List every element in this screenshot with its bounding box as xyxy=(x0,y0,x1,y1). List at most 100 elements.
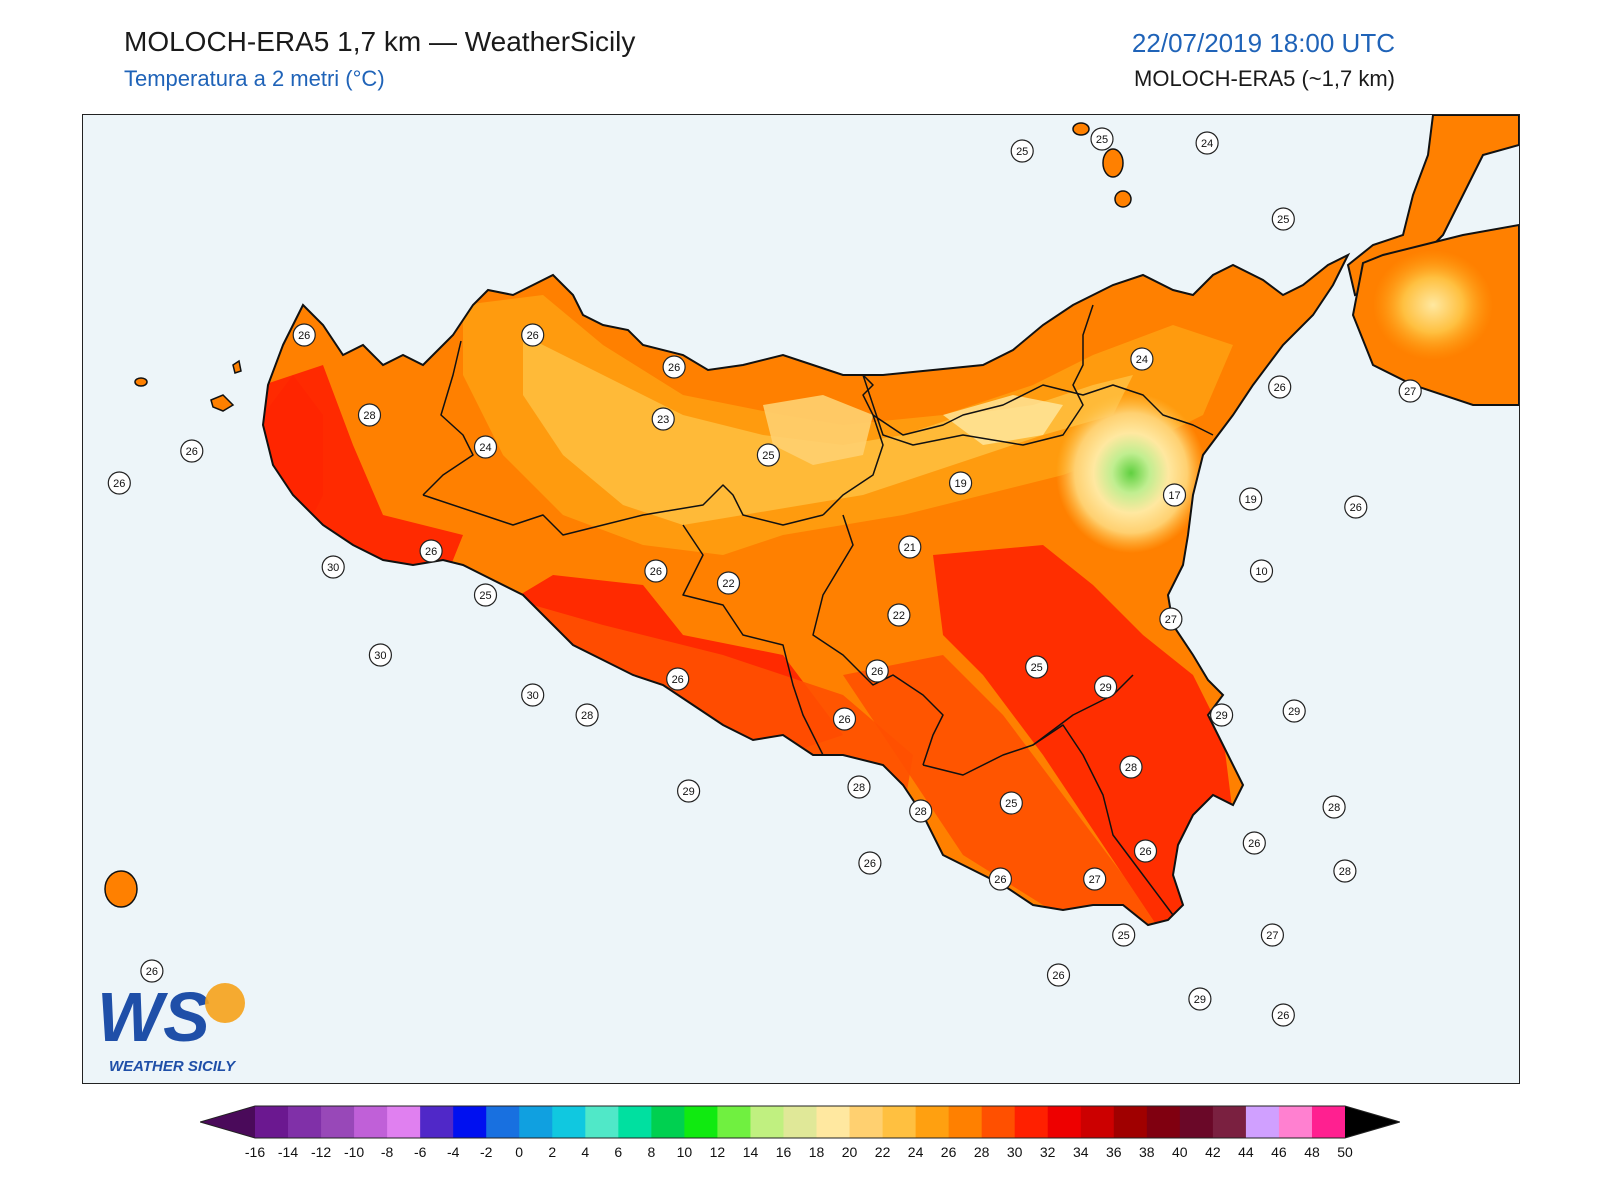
temperature-map[interactable]: 25 25 24 25 26 26 26 26 28 24 26 23 25 19 24 26 27 17 19 26… xyxy=(82,114,1520,1084)
station-marker: 28 xyxy=(847,775,871,799)
colorbar-tick-label: 8 xyxy=(647,1144,656,1160)
station-temperature: 17 xyxy=(1168,490,1180,502)
colorbar-bin xyxy=(816,1106,851,1138)
station-temperature: 26 xyxy=(113,478,125,490)
valid-datetime: 22/07/2019 18:00 UTC xyxy=(1131,28,1395,58)
station-circle xyxy=(1209,703,1234,727)
station-circle xyxy=(473,435,498,459)
calabria xyxy=(1346,115,1519,406)
province-borders xyxy=(422,304,1214,916)
colorbar-tick-label: 36 xyxy=(1106,1144,1122,1160)
station-circle xyxy=(419,539,443,563)
station-temperature: 25 xyxy=(1016,146,1028,158)
station-temperature: 29 xyxy=(1099,682,1111,694)
station-temperature: 24 xyxy=(1136,354,1148,366)
model-name: MOLOCH-ERA5 (~1,7 km) xyxy=(1134,66,1395,91)
colorbar-bin xyxy=(684,1106,718,1138)
colorbar-tick-label: 18 xyxy=(808,1144,825,1160)
station-temperature: 26 xyxy=(527,330,539,342)
colorbar-bin xyxy=(1014,1106,1049,1138)
station-marker: 25 xyxy=(473,583,498,607)
station-circle xyxy=(1130,347,1154,371)
station-circle xyxy=(357,403,382,427)
colorbar-tick-label: 40 xyxy=(1172,1144,1188,1160)
map-title: MOLOCH-ERA5 1,7 km — WeatherSicily xyxy=(124,26,636,57)
station-temperature: 26 xyxy=(425,546,437,558)
mild-zone-madonie xyxy=(763,395,873,465)
etna-cold-spot xyxy=(1056,393,1206,553)
station-marker: 25 xyxy=(999,791,1023,815)
station-temperature: 26 xyxy=(1052,970,1064,982)
map-subtitle: Temperatura a 2 metri (°C) xyxy=(124,66,385,91)
station-circle xyxy=(1133,839,1158,863)
station-temperature: 26 xyxy=(668,362,680,374)
station-circle xyxy=(832,707,857,731)
station-marker: 22 xyxy=(716,571,741,595)
station-circle xyxy=(1195,131,1219,155)
station-marker: 30 xyxy=(521,683,545,707)
station-marker: 28 xyxy=(357,403,382,427)
station-temperature: 28 xyxy=(853,782,865,794)
station-marker: 26 xyxy=(292,323,316,347)
colorbar-bin xyxy=(288,1106,322,1138)
station-temperature: 29 xyxy=(1194,994,1206,1006)
colorbar-tick-label: -4 xyxy=(446,1144,460,1160)
station-marker: 26 xyxy=(644,559,668,583)
station-temperature: 29 xyxy=(1215,710,1227,722)
colorbar-bin xyxy=(849,1106,884,1138)
colorbar-bin xyxy=(486,1106,520,1138)
mild-zone-nebrodi xyxy=(943,395,1063,445)
station-circle xyxy=(887,603,911,627)
station-marker: 25 xyxy=(1271,207,1295,231)
station-markers: 25 25 24 25 26 26 26 26 28 24 26 23 25 19 24 26 27 17 19 26… xyxy=(107,127,1422,1027)
colorbar-tick-label: 46 xyxy=(1271,1144,1287,1160)
station-marker: 24 xyxy=(1195,131,1219,155)
station-circle xyxy=(521,323,545,347)
station-circle xyxy=(1271,207,1295,231)
station-circle xyxy=(756,443,781,467)
colorbar-bin xyxy=(882,1106,917,1138)
station-temperature: 21 xyxy=(904,542,916,554)
station-marker: 26 xyxy=(1268,375,1292,399)
station-temperature: 27 xyxy=(1266,930,1278,942)
station-circle xyxy=(1260,923,1285,947)
station-marker: 26 xyxy=(988,867,1013,891)
station-temperature: 26 xyxy=(1350,502,1362,514)
station-marker: 22 xyxy=(887,603,911,627)
colorbar-tick-label: 38 xyxy=(1139,1144,1155,1160)
station-circle xyxy=(909,799,933,823)
station-temperature: 27 xyxy=(1089,874,1101,886)
station-temperature: 26 xyxy=(838,714,850,726)
station-marker: 25 xyxy=(1010,139,1034,163)
border-agrigento-caltanissetta xyxy=(682,524,824,756)
station-temperature: 24 xyxy=(479,442,491,454)
vulcano-island xyxy=(1114,190,1132,208)
station-marker: 24 xyxy=(473,435,498,459)
colorbar-bin xyxy=(1179,1106,1214,1138)
station-temperature: 25 xyxy=(762,450,774,462)
station-temperature: 22 xyxy=(722,578,734,590)
station-circle xyxy=(1046,963,1071,987)
station-temperature: 23 xyxy=(657,414,669,426)
colorbar-tick-label: 4 xyxy=(581,1144,590,1160)
station-circle xyxy=(999,791,1023,815)
station-marker: 26 xyxy=(666,667,690,691)
station-circle xyxy=(521,683,545,707)
station-circle xyxy=(1010,139,1034,163)
station-temperature: 10 xyxy=(1255,566,1267,578)
station-circle xyxy=(1398,379,1422,403)
colorbar-bin xyxy=(1311,1106,1346,1138)
colorbar-tick-label: 12 xyxy=(709,1144,726,1160)
station-temperature: 26 xyxy=(871,666,883,678)
station-marker: 25 xyxy=(1112,923,1136,947)
colorbar-bin xyxy=(1278,1106,1313,1138)
ustica-island xyxy=(134,377,148,387)
station-circle xyxy=(321,555,345,579)
colorbar-tick-label: 20 xyxy=(841,1144,858,1160)
station-marker: 26 xyxy=(662,355,686,379)
colorbar-tick-label: 44 xyxy=(1238,1144,1254,1160)
station-marker: 26 xyxy=(865,659,889,683)
colorbar-tick-label: 28 xyxy=(973,1144,990,1160)
station-temperature: 26 xyxy=(146,966,158,978)
weather-sicily-logo: WS WEATHER SICILY xyxy=(95,975,265,1075)
